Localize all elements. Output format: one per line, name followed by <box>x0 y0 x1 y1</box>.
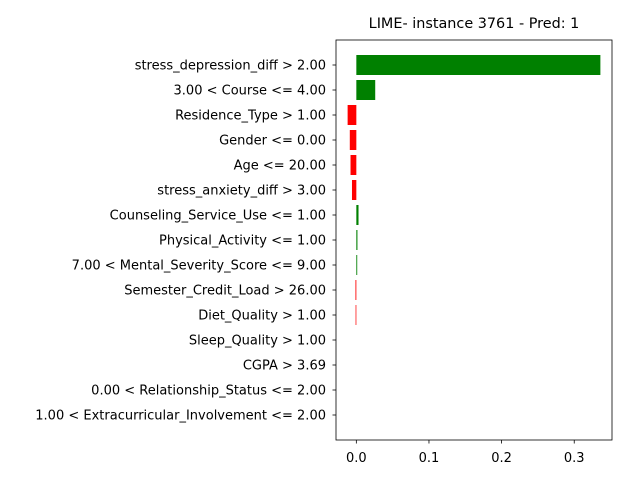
x-ticks: 0.0 0.1 0.2 0.3 <box>346 440 585 466</box>
bar-8 <box>356 255 358 275</box>
bar-5 <box>351 180 357 200</box>
chart-title: LIME- instance 3761 - Pred: 1 <box>369 16 580 32</box>
y-tick-label-10: Diet_Quality > 1.00 <box>198 309 326 324</box>
y-tick-label-5: stress_anxiety_diff > 3.00 <box>157 184 326 199</box>
x-tick-label-0: 0.0 <box>346 451 367 466</box>
bar-7 <box>356 230 358 250</box>
bar-2 <box>347 105 357 125</box>
x-tick-label-2: 0.2 <box>491 451 512 466</box>
bar-6 <box>356 205 359 225</box>
y-tick-label-14: 1.00 < Extracurricular_Involvement <= 2.… <box>35 409 326 424</box>
bar-3 <box>349 130 357 150</box>
y-tick-label-4: Age <= 20.00 <box>234 159 326 174</box>
y-tick-label-3: Gender <= 0.00 <box>219 134 326 149</box>
y-tick-label-8: 7.00 < Mental_Severity_Score <= 9.00 <box>72 259 326 274</box>
bar-9 <box>355 280 357 300</box>
bar-4 <box>350 155 357 175</box>
y-tick-label-7: Physical_Activity <= 1.00 <box>159 234 326 249</box>
bar-10 <box>355 305 357 325</box>
y-tick-label-6: Counseling_Service_Use <= 1.00 <box>110 209 326 224</box>
y-tick-label-13: 0.00 < Relationship_Status <= 2.00 <box>91 384 326 399</box>
y-tick-label-0: stress_depression_diff > 2.00 <box>135 59 326 74</box>
bar-1 <box>356 80 376 100</box>
y-tick-labels: stress_depression_diff > 2.00 3.00 < Cour… <box>35 59 336 424</box>
plot-frame <box>335 39 613 441</box>
y-tick-label-1: 3.00 < Course <= 4.00 <box>174 84 326 99</box>
x-tick-label-3: 0.3 <box>564 451 585 466</box>
x-tick-label-1: 0.1 <box>419 451 440 466</box>
bars-group <box>347 55 601 325</box>
y-tick-label-2: Residence_Type > 1.00 <box>175 109 326 124</box>
y-tick-label-9: Semester_Credit_Load > 26.00 <box>124 284 326 299</box>
bar-0 <box>356 55 601 75</box>
y-tick-label-11: Sleep_Quality > 1.00 <box>189 334 326 349</box>
y-tick-label-12: CGPA > 3.69 <box>243 359 326 374</box>
